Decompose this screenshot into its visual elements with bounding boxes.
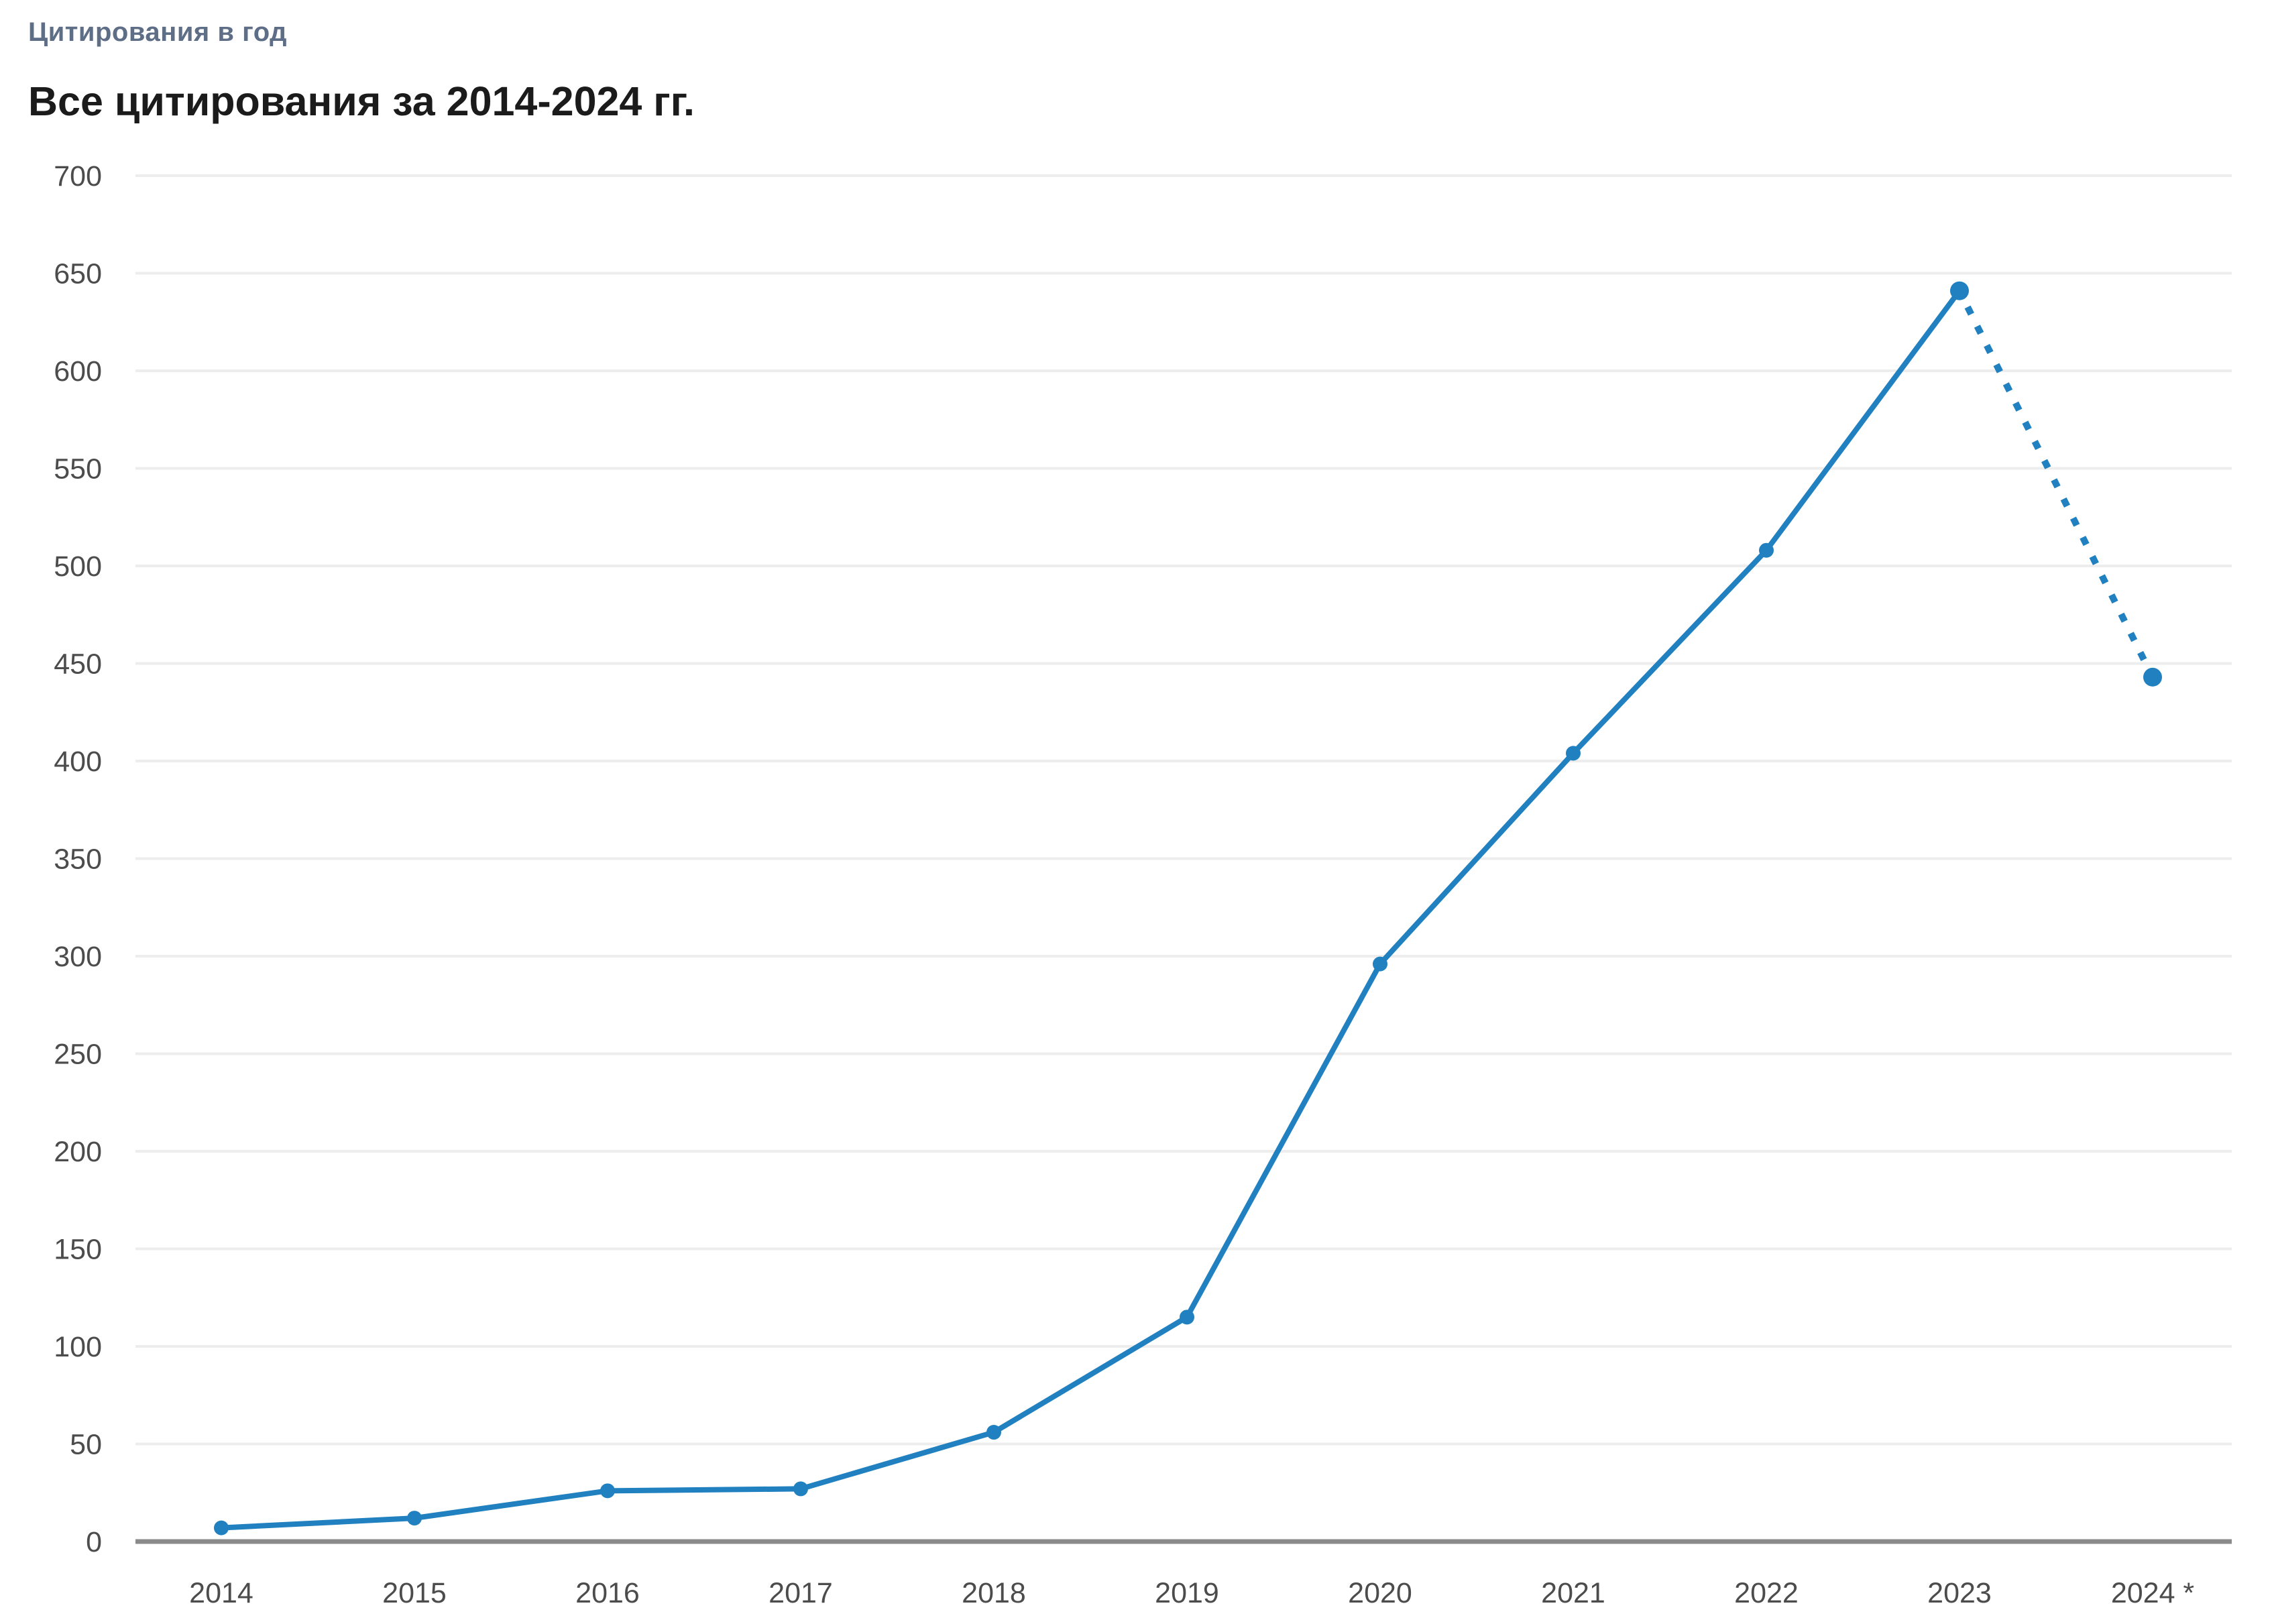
y-tick-label: 250 [54, 1039, 102, 1071]
x-tick-label: 2019 [1155, 1577, 1219, 1609]
y-tick-label: 650 [54, 258, 102, 290]
y-tick-label: 550 [54, 453, 102, 485]
y-tick-label: 350 [54, 844, 102, 876]
y-tick-label: 150 [54, 1234, 102, 1266]
y-tick-label: 600 [54, 355, 102, 388]
y-tick-label: 100 [54, 1331, 102, 1363]
x-tick-label: 2017 [769, 1577, 833, 1609]
x-tick-label: 2015 [382, 1577, 447, 1609]
y-tick-label: 50 [70, 1429, 102, 1461]
data-point-marker [793, 1481, 808, 1497]
data-point-marker [1566, 746, 1581, 761]
y-tick-label: 200 [54, 1136, 102, 1168]
data-point-marker [1373, 956, 1387, 972]
chart-title: Все цитирования за 2014-2024 гг. [28, 78, 695, 124]
y-tick-label: 700 [54, 160, 102, 192]
x-tick-label: 2023 [1927, 1577, 1992, 1609]
data-point-marker [1180, 1310, 1194, 1325]
data-point-marker [600, 1483, 615, 1499]
citations-line [219, 288, 1962, 1531]
y-tick-label: 0 [86, 1526, 102, 1558]
y-tick-label: 500 [54, 550, 102, 583]
data-point-marker [1950, 281, 1969, 300]
y-tick-label: 400 [54, 746, 102, 778]
x-tick-label: 2020 [1348, 1577, 1412, 1609]
x-tick-label: 2021 [1541, 1577, 1605, 1609]
data-point-marker [1759, 542, 1774, 558]
data-point-marker [986, 1425, 1001, 1440]
citations-per-year-caption: Цитирования в год [28, 17, 287, 47]
x-tick-label: 2018 [962, 1577, 1026, 1609]
data-point-marker [2143, 667, 2162, 687]
x-tick-label: 2022 [1734, 1577, 1799, 1609]
y-tick-label: 450 [54, 648, 102, 681]
x-tick-label: 2014 [189, 1577, 253, 1609]
x-tick-label: 2016 [575, 1577, 640, 1609]
y-tick-label: 300 [54, 941, 102, 973]
data-point-marker [407, 1511, 422, 1526]
x-tick-label: 2024 * [2111, 1577, 2195, 1609]
projection-dotted-line [1955, 286, 2157, 682]
data-point-marker [214, 1520, 229, 1535]
